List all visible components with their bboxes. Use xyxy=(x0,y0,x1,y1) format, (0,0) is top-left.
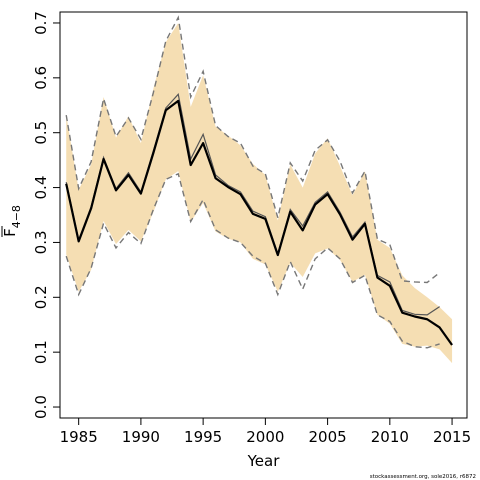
axes: 1985 1990 1995 2000 2005 2010 2015 0.0 0.1 0.2 0.3… xyxy=(32,11,471,446)
y-tick-label: 0.0 xyxy=(32,395,50,419)
y-tick-label: 0.4 xyxy=(32,176,50,200)
x-tick-label: 2015 xyxy=(433,428,471,446)
x-tick-label: 2010 xyxy=(371,428,409,446)
previous-upper-bound-line xyxy=(65,15,441,284)
previous-lower-bound-line xyxy=(65,172,440,349)
confidence-band xyxy=(66,22,453,364)
y-tick-label: 0.5 xyxy=(32,121,50,145)
plot-area xyxy=(65,15,453,364)
y-axis-label: F4−8 xyxy=(1,205,23,237)
credit-text: stockassessment.org, sole2016, r6872 xyxy=(370,474,476,480)
x-tick-label: 1990 xyxy=(122,428,160,446)
y-tick-label: 0.6 xyxy=(32,66,50,90)
y-axis-label-text: F4−8 xyxy=(1,205,23,237)
x-tick-label: 2000 xyxy=(246,428,284,446)
estimate-line xyxy=(65,99,453,346)
y-axis-label-subscript: 4−8 xyxy=(10,205,23,228)
y-tick-label: 0.1 xyxy=(32,340,50,364)
y-tick-label: 0.2 xyxy=(32,285,50,309)
x-tick-label: 1985 xyxy=(60,428,98,446)
plot-frame xyxy=(59,11,468,419)
x-axis-label: Year xyxy=(247,452,281,470)
y-tick-label: 0.7 xyxy=(32,11,50,35)
y-axis-label-main: F xyxy=(1,228,19,237)
x-tick-label: 2005 xyxy=(309,428,347,446)
y-tick-label: 0.3 xyxy=(32,231,50,255)
x-tick-label: 1995 xyxy=(184,428,222,446)
